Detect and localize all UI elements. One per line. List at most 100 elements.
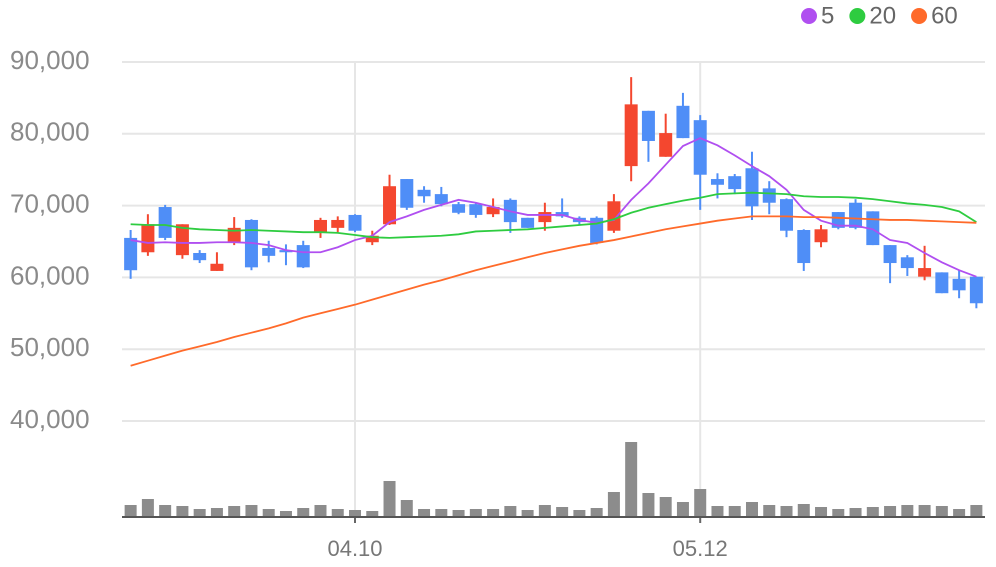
volume-bar [228, 506, 241, 517]
candle-body [469, 204, 483, 215]
volume-bar [676, 502, 689, 517]
volume-bar [711, 506, 724, 517]
volume-bar [349, 510, 362, 517]
candle-body [814, 229, 828, 243]
y-tick-label: 50,000 [10, 332, 90, 362]
candle-body [849, 202, 863, 228]
candle-body [676, 105, 690, 139]
candle-body [728, 176, 742, 190]
candle-body [935, 272, 949, 294]
volume-bar [245, 505, 258, 517]
candle-body [210, 263, 224, 271]
volume-bar [331, 509, 344, 517]
volume-bar [159, 505, 172, 517]
volume-bar [400, 500, 413, 517]
volume-bar [124, 505, 137, 517]
y-tick-label: 60,000 [10, 260, 90, 290]
volume-bar [607, 492, 620, 517]
volume-bar [193, 509, 206, 517]
candle-body [900, 257, 914, 269]
volume-bar [590, 508, 603, 517]
volume-bar [866, 507, 879, 517]
volume-bar [745, 502, 758, 517]
candle-body [780, 199, 794, 231]
volume-bar [538, 505, 551, 517]
candle-body [227, 227, 241, 243]
candle-body [124, 237, 138, 271]
y-tick-label: 40,000 [10, 404, 90, 434]
volume-bar [279, 511, 292, 517]
volume-bar [659, 497, 672, 517]
legend-marker [801, 8, 817, 24]
volume-bar [935, 506, 948, 517]
volume-bar [694, 489, 707, 517]
volume-bar [797, 504, 810, 517]
volume-bar [210, 508, 223, 517]
volume-bar [884, 506, 897, 517]
volume-bar [918, 505, 931, 517]
volume-bar [728, 506, 741, 517]
volume-bar [901, 505, 914, 517]
volume-bar [314, 505, 327, 517]
volume-bar [469, 509, 482, 517]
x-tick-label: 04.10 [327, 536, 382, 561]
legend-label: 20 [869, 2, 896, 29]
legend-marker [849, 8, 866, 24]
candle-body [710, 179, 724, 185]
volume-bar [366, 511, 379, 517]
candle-body [175, 224, 189, 256]
candle-body [952, 278, 966, 291]
candle-body [158, 207, 172, 238]
volume-bar [642, 493, 655, 517]
y-tick-label: 90,000 [10, 45, 90, 75]
volume-bar [556, 507, 569, 517]
candle-body [279, 250, 293, 253]
candle-body [762, 188, 776, 203]
volume-bar [763, 505, 776, 517]
volume-bar [573, 510, 586, 517]
candle-body [348, 214, 362, 231]
volume-bar [452, 510, 465, 517]
candle-body [521, 217, 535, 228]
legend-label: 5 [821, 2, 834, 29]
volume-bar [849, 508, 862, 517]
candle-body [383, 186, 397, 225]
candle-body [745, 168, 759, 207]
candle-body [313, 219, 327, 233]
ma-line [130, 191, 977, 239]
y-tick-label: 80,000 [10, 117, 90, 147]
volume-bar [435, 509, 448, 517]
volume-bar [832, 509, 845, 517]
volume-bar [176, 506, 189, 517]
legend-marker [911, 8, 928, 24]
candle-body [141, 224, 155, 253]
volume-bar [625, 442, 638, 517]
volume-bar [297, 508, 310, 517]
volume-bar [487, 509, 500, 517]
volume-bar [815, 507, 828, 517]
candle-body [486, 207, 500, 215]
candle-body [417, 189, 431, 197]
candle-body [659, 133, 673, 157]
candle-body [693, 120, 707, 175]
volume-bar [262, 509, 275, 517]
candle-body [641, 110, 655, 141]
volume-bar [418, 509, 431, 517]
volume-bar [970, 505, 983, 517]
volume-bar [521, 510, 534, 517]
candle-body [452, 204, 466, 213]
volume-bar [953, 509, 966, 517]
candle-body [400, 179, 414, 208]
candle-body [969, 276, 983, 304]
legend-label: 60 [931, 2, 958, 29]
volume-bar [780, 506, 793, 517]
candle-body [797, 230, 811, 264]
volume-bar [504, 506, 517, 517]
y-tick-label: 70,000 [10, 188, 90, 218]
ma-line [130, 215, 977, 367]
candle-body [262, 247, 276, 256]
x-tick-label: 05.12 [673, 536, 728, 561]
candle-body [538, 212, 552, 223]
candle-body [434, 194, 448, 205]
